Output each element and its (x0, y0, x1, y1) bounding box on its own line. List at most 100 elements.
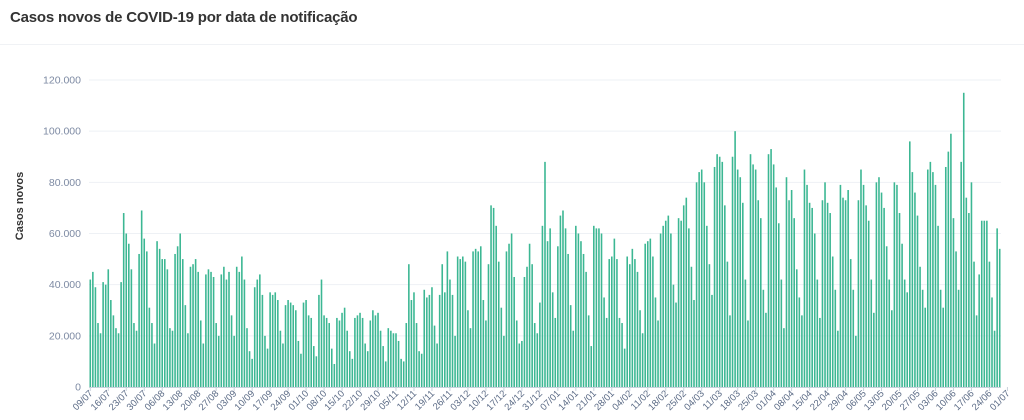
bar[interactable] (819, 317, 821, 387)
bar[interactable] (934, 184, 937, 387)
bar[interactable] (834, 289, 837, 387)
bar[interactable] (996, 228, 998, 387)
bar[interactable] (765, 312, 767, 387)
bar[interactable] (505, 251, 508, 387)
bar[interactable] (837, 330, 839, 387)
bar[interactable] (875, 182, 878, 387)
bar[interactable] (428, 294, 431, 387)
bar[interactable] (405, 323, 408, 387)
bar[interactable] (238, 271, 241, 388)
bar[interactable] (112, 315, 115, 387)
bar[interactable] (138, 253, 140, 387)
bar[interactable] (133, 323, 135, 387)
bar[interactable] (788, 200, 790, 387)
bar[interactable] (464, 261, 467, 387)
bar[interactable] (700, 169, 703, 387)
bar[interactable] (115, 328, 117, 387)
bar[interactable] (675, 302, 677, 387)
bar[interactable] (867, 220, 870, 387)
bar[interactable] (770, 149, 772, 387)
bar[interactable] (379, 330, 382, 387)
bar[interactable] (811, 207, 813, 387)
bar[interactable] (991, 297, 993, 387)
bar[interactable] (641, 333, 644, 387)
bar[interactable] (223, 266, 225, 387)
bar[interactable] (490, 205, 492, 387)
bar[interactable] (695, 182, 698, 387)
bar[interactable] (957, 289, 960, 387)
bar[interactable] (680, 220, 682, 387)
bar[interactable] (436, 343, 438, 387)
bar[interactable] (143, 238, 146, 387)
bar[interactable] (336, 317, 338, 387)
bar[interactable] (885, 246, 888, 387)
bar[interactable] (888, 279, 891, 387)
bar[interactable] (693, 300, 695, 387)
bar[interactable] (767, 154, 770, 387)
bar[interactable] (621, 323, 623, 387)
bar[interactable] (950, 133, 952, 387)
bar[interactable] (503, 335, 505, 387)
bar[interactable] (225, 279, 228, 387)
bar[interactable] (192, 264, 194, 387)
bar[interactable] (374, 315, 377, 387)
bar[interactable] (497, 261, 500, 387)
bar[interactable] (104, 284, 107, 387)
bar[interactable] (729, 315, 731, 387)
bar[interactable] (158, 248, 161, 387)
bar[interactable] (210, 271, 212, 388)
bar[interactable] (241, 256, 243, 387)
bar[interactable] (724, 205, 726, 387)
bar[interactable] (418, 351, 420, 387)
bar[interactable] (325, 317, 328, 387)
bar[interactable] (261, 294, 264, 387)
bar[interactable] (423, 289, 426, 387)
bar[interactable] (968, 213, 970, 387)
bar[interactable] (89, 279, 92, 387)
bar[interactable] (99, 333, 102, 387)
bar[interactable] (92, 271, 94, 388)
bar[interactable] (639, 310, 641, 387)
bar[interactable] (333, 363, 336, 387)
bar[interactable] (176, 246, 179, 387)
bar[interactable] (580, 241, 582, 387)
bar[interactable] (829, 213, 831, 387)
bar[interactable] (330, 348, 333, 388)
bar[interactable] (140, 210, 143, 387)
bar[interactable] (688, 228, 690, 387)
bar[interactable] (479, 246, 482, 387)
bar[interactable] (919, 266, 921, 387)
bar[interactable] (944, 166, 947, 387)
bar[interactable] (659, 233, 662, 388)
bar[interactable] (228, 271, 230, 388)
bar[interactable] (181, 259, 184, 387)
bar[interactable] (942, 307, 944, 387)
bar[interactable] (392, 333, 395, 387)
bar[interactable] (387, 328, 390, 387)
bar[interactable] (713, 166, 716, 387)
bar[interactable] (395, 333, 397, 387)
bar[interactable] (536, 333, 539, 387)
bar[interactable] (174, 253, 176, 387)
bar[interactable] (636, 271, 639, 388)
bar[interactable] (410, 300, 413, 387)
bar[interactable] (852, 289, 855, 387)
bar[interactable] (634, 259, 636, 387)
bar[interactable] (341, 312, 343, 387)
bar[interactable] (706, 225, 708, 387)
bar[interactable] (716, 154, 718, 387)
bar[interactable] (986, 220, 988, 387)
bar[interactable] (742, 202, 744, 387)
bar[interactable] (408, 264, 410, 387)
bar[interactable] (803, 169, 806, 387)
bar[interactable] (726, 261, 729, 387)
bar[interactable] (161, 259, 164, 387)
bar[interactable] (783, 328, 785, 387)
bar[interactable] (300, 353, 302, 387)
bar[interactable] (849, 259, 852, 387)
bar[interactable] (595, 228, 598, 387)
bar[interactable] (598, 228, 600, 387)
bar[interactable] (485, 320, 487, 387)
bar[interactable] (256, 279, 259, 387)
